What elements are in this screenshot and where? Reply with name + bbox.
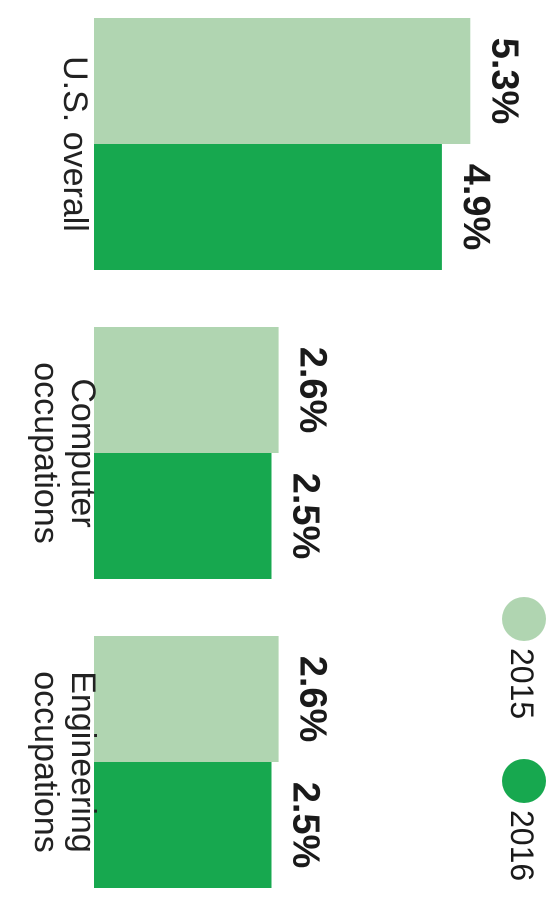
bar-computer-occupations-2016 bbox=[94, 453, 272, 579]
legend-label-2015: 2015 bbox=[504, 648, 540, 719]
bar-computer-occupations-2015 bbox=[94, 327, 279, 453]
bar-engineering-occupations-2016 bbox=[94, 762, 272, 888]
category-label-computer-occupations-line2: occupations bbox=[27, 362, 65, 543]
bar-engineering-occupations-2015 bbox=[94, 636, 279, 762]
category-label-u-s-overall: U.S. overall bbox=[56, 56, 94, 232]
chart-body: 5.3%4.9%U.S. overall2.6%2.5%Computeroccu… bbox=[27, 18, 546, 888]
data-label-u-s-overall-2016: 4.9% bbox=[455, 164, 497, 251]
bar-u-s-overall-2016 bbox=[94, 144, 442, 270]
bar-u-s-overall-2015 bbox=[94, 18, 471, 144]
data-label-engineering-occupations-2015: 2.6% bbox=[292, 656, 334, 743]
data-label-engineering-occupations-2016: 2.5% bbox=[285, 782, 327, 869]
category-label-engineering-occupations-line1: Engineering bbox=[64, 671, 102, 852]
data-label-computer-occupations-2016: 2.5% bbox=[285, 473, 327, 560]
category-label-engineering-occupations-line2: occupations bbox=[27, 671, 65, 852]
category-label-computer-occupations-line1: Computer bbox=[64, 378, 102, 527]
legend-swatch-2015 bbox=[502, 597, 546, 641]
legend-swatch-2016 bbox=[502, 759, 546, 803]
data-label-computer-occupations-2015: 2.6% bbox=[292, 347, 334, 434]
legend-label-2016: 2016 bbox=[504, 810, 540, 881]
data-label-u-s-overall-2015: 5.3% bbox=[483, 38, 525, 125]
